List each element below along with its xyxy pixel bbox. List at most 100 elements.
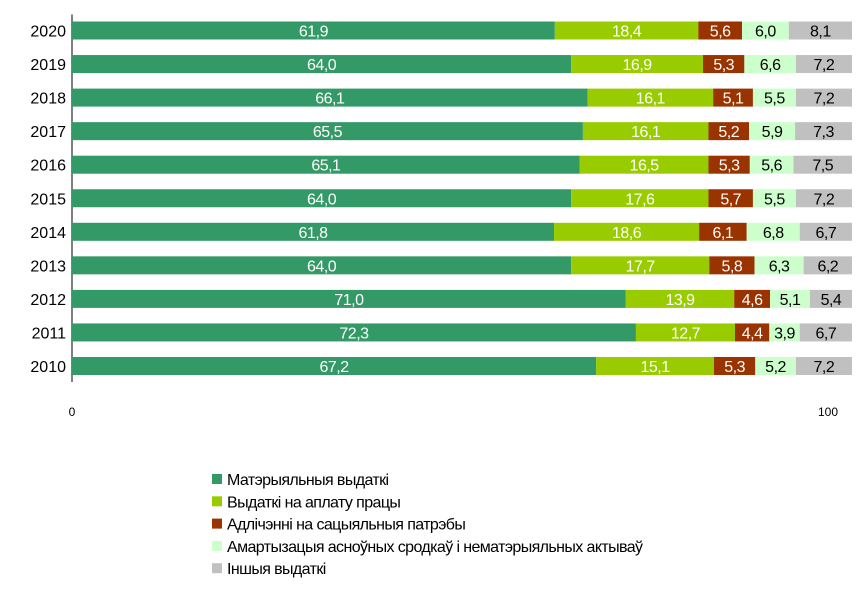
- data-label: 16,5: [630, 158, 660, 175]
- bar-segment: [72, 256, 572, 275]
- data-label: 4,4: [742, 325, 763, 342]
- y-tick-label: 2016: [30, 158, 66, 175]
- data-label: 8,1: [810, 24, 831, 41]
- data-label: 7,2: [814, 57, 835, 74]
- data-label: 64,0: [307, 258, 337, 275]
- bar-segment: [803, 256, 852, 275]
- legend-swatch: [212, 518, 222, 529]
- data-label: 5,2: [765, 359, 786, 376]
- y-tick-label: 2018: [30, 91, 66, 108]
- bar-segment: [795, 55, 852, 74]
- bar-segment: [799, 323, 852, 342]
- data-label: 5,4: [821, 292, 842, 309]
- bar-segment: [699, 222, 747, 241]
- data-label: 6,7: [815, 225, 836, 242]
- legend-label: Адлічэнні на сацыяльныя патрэбы: [227, 517, 465, 534]
- data-label: 5,2: [718, 124, 739, 141]
- bar-segment: [713, 357, 756, 375]
- y-tick-label: 2012: [30, 292, 66, 309]
- bar-segment: [72, 222, 555, 241]
- data-label: 5,6: [761, 158, 782, 175]
- bar-segment: [713, 88, 753, 107]
- bar-segment: [744, 55, 796, 74]
- bar-segment: [72, 21, 555, 40]
- data-label: 61,8: [298, 225, 328, 242]
- bar-segment: [635, 323, 735, 342]
- legend-swatch: [212, 563, 222, 574]
- bar-segment: [708, 155, 750, 174]
- bar-segment: [72, 357, 597, 375]
- data-label: 18,4: [612, 24, 642, 41]
- bar-segment: [735, 323, 770, 342]
- bar-segment: [571, 55, 704, 74]
- data-label: 16,9: [623, 57, 653, 74]
- data-label: 3,9: [774, 325, 795, 342]
- data-label: 5,3: [719, 158, 740, 175]
- data-label: 6,8: [763, 225, 784, 242]
- legend-label: Іншыя выдаткі: [227, 561, 326, 578]
- data-label: 5,5: [764, 191, 785, 208]
- bar-segment: [582, 122, 709, 141]
- y-tick-label: 2013: [30, 258, 66, 275]
- bar-segment: [625, 289, 735, 308]
- bar-segment: [703, 55, 745, 74]
- bar-segment: [698, 21, 743, 40]
- y-tick-label: 2011: [32, 325, 67, 342]
- bar-segment: [579, 155, 709, 174]
- data-label: 5,3: [713, 57, 734, 74]
- legend-label: Матэрыяльныя выдаткі: [227, 472, 389, 489]
- legend-swatch: [212, 496, 222, 507]
- bar-segment: [571, 189, 709, 208]
- y-tick-label: 2017: [30, 124, 66, 141]
- y-tick-label: 2019: [30, 57, 66, 74]
- data-label: 6,1: [713, 225, 734, 242]
- bar-segment: [769, 323, 800, 342]
- data-label: 7,2: [814, 191, 835, 208]
- x-tick-label: 100: [818, 405, 838, 419]
- bar-segment: [72, 289, 626, 308]
- data-label: 17,6: [625, 191, 655, 208]
- bar-segment: [795, 122, 852, 141]
- bar-segment: [72, 122, 583, 141]
- y-tick-label: 2015: [30, 191, 66, 208]
- bar-segment: [793, 155, 852, 174]
- data-label: 6,6: [760, 57, 781, 74]
- bar-segment: [709, 256, 755, 275]
- y-tick-label: 2020: [30, 24, 66, 41]
- bar-segment: [755, 357, 796, 375]
- data-label: 7,2: [814, 359, 835, 376]
- data-label: 12,7: [671, 325, 701, 342]
- bar-segment: [809, 289, 852, 308]
- legend-swatch: [212, 474, 222, 484]
- bar-segment: [587, 88, 714, 107]
- data-label: 5,3: [724, 359, 745, 376]
- data-label: 13,9: [665, 292, 695, 309]
- data-label: 64,0: [307, 191, 337, 208]
- bar-segment: [72, 323, 636, 342]
- data-label: 17,7: [626, 258, 656, 275]
- x-tick-label: 0: [69, 405, 76, 419]
- bar-segment: [795, 189, 852, 208]
- bar-segment: [596, 357, 714, 375]
- legend-swatch: [212, 540, 222, 551]
- data-label: 6,7: [815, 325, 836, 342]
- bar-segment: [746, 222, 800, 241]
- data-label: 4,6: [742, 292, 763, 309]
- data-label: 5,6: [710, 24, 731, 41]
- bar-segment: [554, 222, 700, 241]
- data-label: 65,5: [313, 124, 343, 141]
- bar-segment: [571, 256, 710, 275]
- bar-segment: [795, 88, 852, 107]
- legend-label: Выдаткі на аплату працы: [227, 494, 400, 511]
- y-tick-label: 2014: [30, 225, 66, 242]
- bar-segment: [754, 256, 804, 275]
- bar-segment: [72, 189, 572, 208]
- bar-segment: [752, 189, 796, 208]
- bar-segment: [742, 21, 789, 40]
- bar-segment: [708, 189, 753, 208]
- data-label: 18,6: [612, 225, 642, 242]
- data-label: 7,5: [812, 158, 833, 175]
- data-label: 66,1: [315, 91, 345, 108]
- bar-segment: [72, 55, 572, 74]
- data-label: 16,1: [631, 124, 661, 141]
